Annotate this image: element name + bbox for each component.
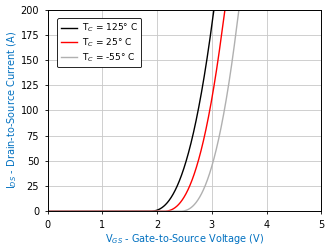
T$_C$ = -55° C	[150, 210, 154, 213]
Line: T$_C$ = 25° C: T$_C$ = 25° C	[48, 10, 321, 211]
T$_C$ = 125° C	[319, 8, 323, 11]
T$_C$ = 125° C	[212, 8, 216, 11]
T$_C$ = 25° C	[223, 8, 227, 11]
Line: T$_C$ = 125° C: T$_C$ = 125° C	[48, 10, 321, 211]
T$_C$ = 25° C	[271, 8, 275, 11]
T$_C$ = -55° C	[271, 8, 275, 11]
T$_C$ = 125° C	[46, 210, 50, 213]
T$_C$ = 125° C	[250, 8, 254, 11]
T$_C$ = -55° C	[237, 8, 241, 11]
X-axis label: V$_{GS}$ - Gate-to-Source Voltage (V): V$_{GS}$ - Gate-to-Source Voltage (V)	[105, 232, 264, 246]
T$_C$ = 25° C	[150, 210, 154, 213]
T$_C$ = -55° C	[210, 165, 214, 168]
T$_C$ = 125° C	[271, 8, 275, 11]
T$_C$ = 125° C	[224, 8, 228, 11]
T$_C$ = 25° C	[95, 210, 99, 213]
T$_C$ = -55° C	[46, 210, 50, 213]
T$_C$ = -55° C	[250, 8, 254, 11]
T$_C$ = 25° C	[46, 210, 50, 213]
T$_C$ = 25° C	[250, 8, 254, 11]
Y-axis label: I$_{DS}$ - Drain-to-Source Current (A): I$_{DS}$ - Drain-to-Source Current (A)	[6, 32, 19, 190]
Legend: T$_C$ = 125° C, T$_C$ = 25° C, T$_C$ = -55° C: T$_C$ = 125° C, T$_C$ = 25° C, T$_C$ = -…	[57, 18, 142, 67]
T$_C$ = 25° C	[224, 8, 228, 11]
T$_C$ = 125° C	[95, 210, 99, 213]
T$_C$ = -55° C	[319, 8, 323, 11]
T$_C$ = 125° C	[210, 24, 214, 27]
T$_C$ = 25° C	[319, 8, 323, 11]
T$_C$ = -55° C	[95, 210, 99, 213]
T$_C$ = 25° C	[210, 98, 214, 101]
T$_C$ = -55° C	[224, 102, 228, 105]
Line: T$_C$ = -55° C: T$_C$ = -55° C	[48, 10, 321, 211]
T$_C$ = 125° C	[150, 210, 154, 213]
